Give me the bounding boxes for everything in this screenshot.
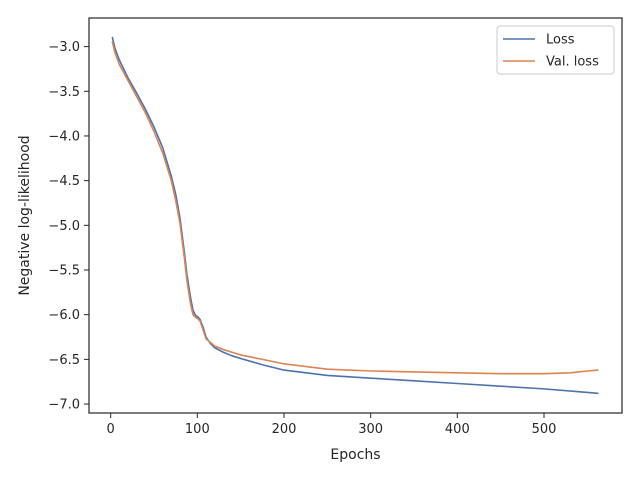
y-tick-label: −6.5 [48,353,80,368]
plot-frame [88,17,623,414]
x-axis-label: Epochs [330,447,380,463]
x-tick-label: 100 [185,422,210,437]
y-tick-label: −3.0 [48,40,80,55]
y-tick-label: −4.0 [48,129,80,144]
x-tick-label: 300 [358,422,383,437]
legend-label: Val. loss [546,55,599,70]
legend: Loss Val. loss [496,25,615,75]
x-tick-label: 500 [532,422,557,437]
series-line-val-loss [111,41,599,375]
y-tick-label: −5.0 [48,219,80,234]
y-tick-label: −4.5 [48,174,80,189]
series-line-loss [111,36,599,395]
x-axis-ticks: 0 100 200 300 400 500 [107,413,557,437]
x-tick-label: 400 [445,422,470,437]
y-axis-ticks: −3.0 −3.5 −4.0 −4.5 −5.0 −5.5 −6.0 −6.5 −7.0 [48,40,89,413]
y-axis-label: Negative log-likelihood [17,135,33,295]
y-tick-label: −3.5 [48,85,80,100]
legend-label: Loss [546,33,575,48]
y-tick-label: −6.0 [48,308,80,323]
x-tick-label: 200 [272,422,297,437]
y-tick-label: −5.5 [48,264,80,279]
series-layer [111,36,599,395]
x-tick-label: 0 [107,422,115,437]
legend-box [496,25,615,75]
y-tick-label: −7.0 [48,398,80,413]
